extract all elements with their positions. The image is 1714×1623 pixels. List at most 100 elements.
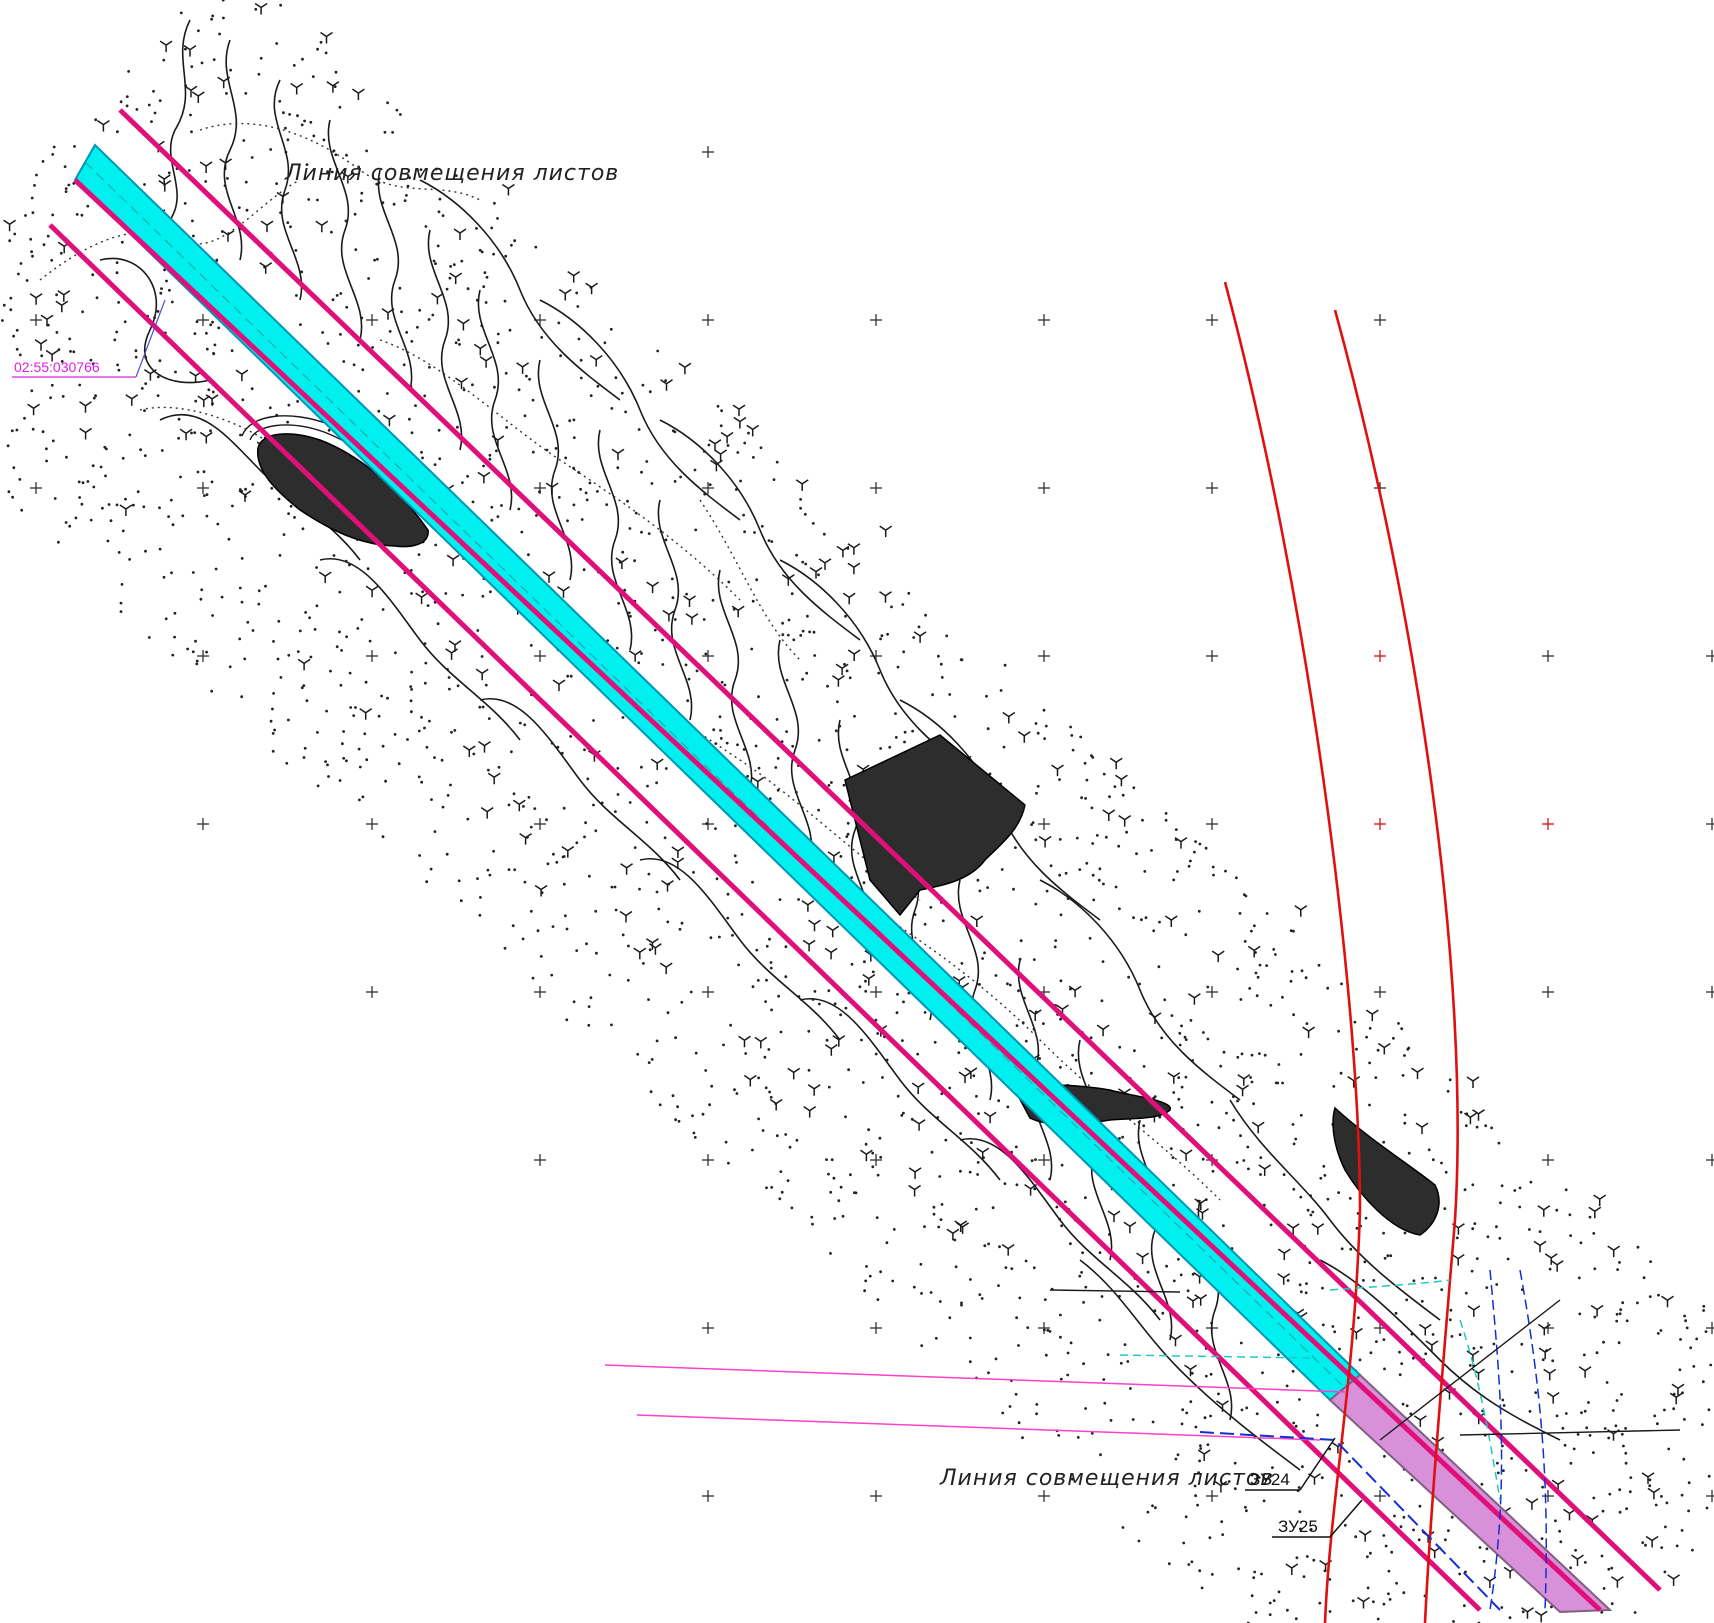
- stipple-dot: [78, 481, 81, 484]
- stipple-dot: [1114, 785, 1117, 788]
- stipple-dot: [1202, 1158, 1205, 1161]
- stipple-dot: [770, 1186, 773, 1189]
- stipple-dot: [314, 628, 317, 631]
- stipple-dot: [16, 329, 19, 332]
- stipple-dot: [190, 65, 193, 68]
- stipple-dot: [823, 533, 826, 536]
- stipple-dot: [726, 742, 729, 745]
- stipple-dot: [671, 578, 674, 581]
- stipple-dot: [1045, 725, 1048, 728]
- stipple-dot: [1495, 1225, 1498, 1228]
- stipple-dot: [1592, 1497, 1595, 1500]
- stipple-dot: [1281, 1082, 1284, 1085]
- stipple-dot: [1259, 1156, 1262, 1159]
- stipple-dot: [403, 363, 406, 366]
- stipple-dot: [846, 670, 849, 673]
- stipple-dot: [490, 519, 493, 522]
- stipple-dot: [1621, 1301, 1624, 1304]
- stipple-dot: [1121, 1136, 1124, 1139]
- grass-symbol: [1312, 1224, 1324, 1235]
- stipple-dot: [1050, 864, 1053, 867]
- stipple-dot: [720, 409, 723, 412]
- grass-symbol: [352, 89, 364, 100]
- stipple-dot: [1042, 1022, 1045, 1025]
- stipple-dot: [447, 794, 450, 797]
- stipple-dot: [181, 514, 184, 517]
- stipple-dot: [1389, 1598, 1392, 1601]
- stipple-dot: [704, 1069, 707, 1072]
- stipple-dot: [1098, 879, 1101, 882]
- stipple-dot: [843, 784, 846, 787]
- grass-symbol: [1544, 1369, 1556, 1380]
- grass-symbol: [488, 773, 500, 784]
- stipple-dot: [423, 727, 426, 730]
- stipple-dot: [563, 807, 566, 810]
- stipple-dot: [1400, 1525, 1403, 1528]
- grass-symbol: [1248, 946, 1260, 957]
- stipple-dot: [1309, 1194, 1312, 1197]
- stipple-dot: [1513, 1189, 1516, 1192]
- stipple-dot: [1622, 1445, 1625, 1448]
- stipple-dot: [853, 715, 856, 718]
- stipple-dot: [315, 566, 318, 569]
- stipple-dot: [629, 801, 632, 804]
- stipple-dot: [1451, 1335, 1454, 1338]
- stipple-dot: [81, 214, 84, 217]
- grass-symbol: [492, 436, 504, 447]
- stipple-dot: [690, 991, 693, 994]
- stipple-dot: [720, 737, 723, 740]
- stipple-dot: [714, 742, 717, 745]
- stipple-dot: [736, 451, 739, 454]
- stipple-dot: [1608, 1493, 1611, 1496]
- stipple-dot: [1018, 1421, 1021, 1424]
- stipple-dot: [1305, 1291, 1308, 1294]
- stipple-dot: [222, 0, 225, 2]
- stipple-dot: [879, 1270, 882, 1273]
- labels: Линия совмещения листов Линия совмещения…: [12, 161, 1362, 1537]
- stipple-dot: [614, 810, 617, 813]
- grass-symbol: [744, 1076, 756, 1087]
- stipple-dot: [552, 853, 555, 856]
- stipple-dot: [135, 356, 138, 359]
- stipple-dot: [941, 1203, 944, 1206]
- cadastral-number-label: 02:55:030766: [14, 359, 100, 375]
- stipple-dot: [301, 58, 304, 61]
- grass-symbol: [446, 649, 458, 660]
- stipple-dot: [1383, 1368, 1386, 1371]
- grid-cross: [1038, 1154, 1050, 1166]
- stipple-dot: [404, 199, 407, 202]
- stipple-dot: [1421, 1277, 1424, 1280]
- stipple-dot: [810, 1216, 813, 1219]
- stipple-dot: [1240, 1342, 1243, 1345]
- stipple-dot: [485, 684, 488, 687]
- stipple-dot: [1187, 1289, 1190, 1292]
- stipple-dot: [124, 320, 127, 323]
- stipple-dot: [1138, 1540, 1141, 1543]
- stipple-dot: [1589, 1434, 1592, 1437]
- stipple-dot: [1199, 1444, 1202, 1447]
- stipple-dot: [257, 603, 260, 606]
- stipple-dot: [231, 505, 234, 508]
- grass-symbol: [97, 121, 109, 132]
- corridor: [75, 145, 1610, 1612]
- stipple-dot: [587, 1024, 590, 1027]
- stipple-dot: [765, 1186, 768, 1189]
- stipple-dot: [1158, 921, 1161, 924]
- grass-symbol: [535, 886, 547, 897]
- stipple-dot: [1179, 1044, 1182, 1047]
- stipple-dot: [65, 187, 68, 190]
- grass-symbol: [1180, 1150, 1192, 1161]
- stipple-dot: [174, 371, 177, 374]
- stipple-dot: [251, 156, 254, 159]
- stipple-dot: [760, 446, 763, 449]
- stipple-dot: [948, 1316, 951, 1319]
- stipple-dot: [300, 271, 303, 274]
- stipple-dot: [178, 418, 181, 421]
- stipple-dot: [1682, 1458, 1685, 1461]
- stipple-dot: [1644, 1544, 1647, 1547]
- stipple-dot: [1502, 1469, 1505, 1472]
- grass-symbol: [1594, 1195, 1606, 1206]
- stipple-dot: [110, 519, 113, 522]
- stipple-dot: [1107, 1353, 1110, 1356]
- stipple-dot: [859, 985, 862, 988]
